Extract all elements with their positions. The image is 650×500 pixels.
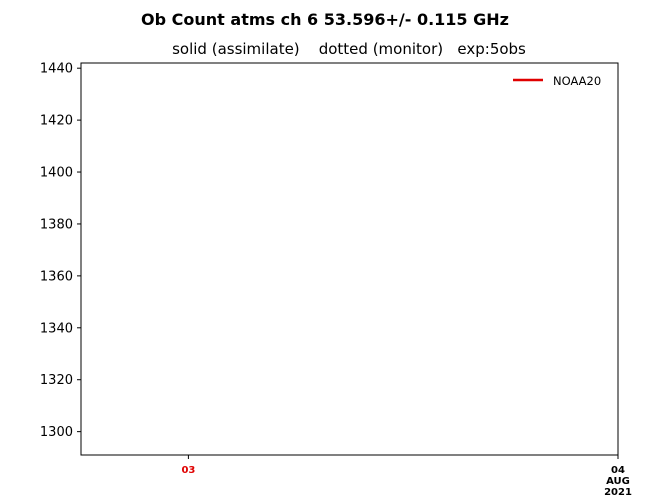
x-tick-label: AUG (606, 476, 630, 487)
x-tick-label: 04 (611, 465, 625, 476)
chart-title: Ob Count atms ch 6 53.596+/- 0.115 GHz (141, 10, 509, 29)
chart-subtitle: solid (assimilate) dotted (monitor) exp:… (172, 40, 526, 58)
y-tick-label: 1340 (40, 321, 73, 336)
y-axis: 1300 1320 1340 1360 1380 1400 1420 1440 (40, 62, 81, 440)
y-tick-label: 1400 (40, 166, 73, 181)
x-tick-label: 2021 (604, 487, 632, 498)
y-tick-label: 1300 (40, 425, 73, 440)
plot-area (80, 62, 619, 456)
y-tick-label: 1360 (40, 269, 73, 284)
legend: NOAA20 (513, 74, 601, 88)
legend-label-noaa20: NOAA20 (553, 74, 601, 88)
x-tick-label: 03 (181, 465, 195, 476)
y-tick-label: 1380 (40, 217, 73, 232)
y-tick-label: 1420 (40, 114, 73, 129)
y-tick-label: 1440 (40, 62, 73, 77)
y-tick-label: 1320 (40, 373, 73, 388)
